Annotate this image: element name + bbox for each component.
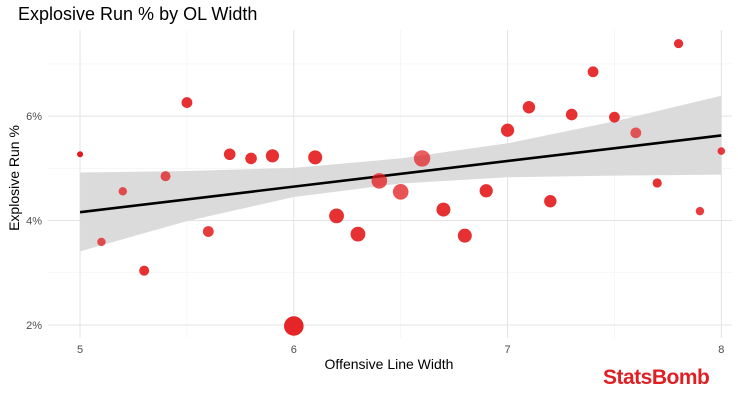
y-tick-label: 4% [26, 216, 42, 228]
data-point [77, 151, 84, 158]
point-layer [77, 38, 726, 336]
data-point [413, 150, 431, 167]
data-point [717, 147, 726, 155]
data-point [544, 195, 557, 208]
data-point [522, 101, 536, 114]
data-point [609, 111, 620, 123]
data-point [479, 184, 493, 198]
data-point [587, 66, 599, 78]
x-tick-label: 5 [77, 344, 83, 356]
y-tick-label: 2% [26, 320, 42, 332]
trend-line-layer [79, 134, 722, 214]
data-point [652, 178, 662, 188]
chart-title: Explosive Run % by OL Width [18, 4, 258, 24]
statsbomb-logo: StatsBomb [603, 366, 710, 389]
x-axis-label: Offensive Line Width [324, 356, 454, 372]
data-point [565, 108, 578, 121]
x-tick-label: 6 [291, 344, 297, 356]
data-point [695, 206, 705, 216]
x-tick-label: 7 [505, 344, 511, 356]
x-tick-label: 8 [718, 344, 724, 356]
data-point [329, 208, 344, 224]
data-point [139, 265, 150, 276]
data-point [118, 187, 128, 196]
data-point [436, 202, 451, 217]
y-tick-label: 6% [26, 111, 42, 123]
data-point [97, 237, 106, 247]
data-point [181, 97, 193, 108]
trend-line [79, 134, 722, 214]
data-point [457, 228, 472, 243]
data-point [350, 226, 366, 242]
data-point [371, 173, 388, 189]
data-point [202, 226, 214, 237]
data-point [245, 152, 257, 165]
data-point [392, 184, 409, 200]
data-point [284, 316, 304, 336]
data-point [500, 123, 515, 137]
tick-label-layer: 5 6 7 8 2% 4% 6% [26, 111, 724, 356]
data-point [160, 171, 171, 182]
data-point [223, 148, 236, 161]
data-point [265, 149, 280, 163]
data-point [630, 127, 642, 139]
data-point [308, 150, 323, 165]
data-point [673, 38, 684, 49]
